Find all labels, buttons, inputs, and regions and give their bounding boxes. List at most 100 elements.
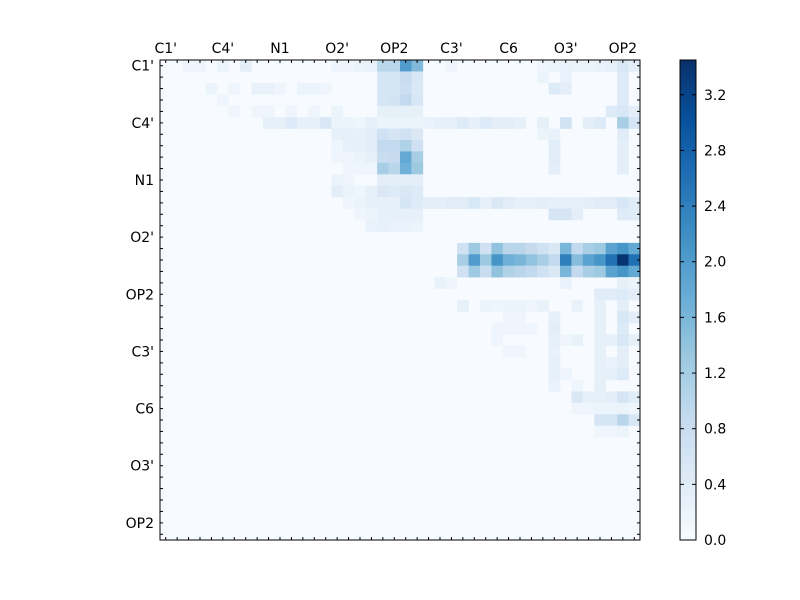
heatmap-cell (617, 311, 629, 324)
x-tick-label: N1 (270, 41, 289, 57)
heatmap-cell (571, 197, 584, 209)
heatmap-cell (560, 71, 572, 84)
heatmap-cell (571, 265, 584, 278)
heatmap-cell (502, 345, 515, 358)
heatmap-cell (331, 117, 344, 129)
heatmap-cell (571, 208, 584, 221)
heatmap-cell (388, 71, 401, 84)
heatmap-cell (605, 254, 618, 267)
heatmap-cell (491, 265, 504, 278)
heatmap-cell (251, 82, 264, 95)
heatmap-cell (331, 140, 344, 152)
heatmap-cell (594, 60, 607, 72)
heatmap-cell (377, 105, 389, 118)
heatmap-cell (502, 197, 515, 209)
heatmap-cell (354, 185, 367, 198)
heatmap-cell (297, 82, 309, 95)
heatmap-cell (548, 334, 561, 347)
heatmap-cell (411, 82, 424, 95)
y-tick-label: O3' (130, 459, 154, 475)
heatmap-cell (377, 71, 389, 84)
x-tick-label: OP2 (380, 41, 408, 57)
plot-border (159, 59, 641, 541)
heatmap-cell (445, 197, 458, 209)
colorbar-tick-label: 1.6 (704, 310, 726, 326)
heatmap-cell (582, 117, 595, 129)
heatmap-cell (560, 277, 572, 289)
heatmap-cell (617, 82, 629, 95)
heatmap-cell (548, 357, 561, 369)
heatmap-cell (468, 265, 481, 278)
heatmap-cell (342, 60, 355, 72)
heatmap-cell (594, 242, 607, 255)
heatmap-cell (628, 197, 641, 209)
heatmap-cell (365, 208, 378, 221)
heatmap-cell (525, 265, 538, 278)
heatmap-cell (594, 311, 607, 324)
heatmap-cell (320, 82, 332, 95)
heatmap-cell (342, 117, 355, 129)
heatmap-cell (377, 197, 389, 209)
heatmap-cell (354, 60, 367, 72)
colorbar-gradient (679, 59, 697, 541)
x-tick-label: O2' (325, 41, 349, 57)
heatmap-cell (320, 117, 332, 129)
heatmap-cell (571, 254, 584, 267)
heatmap-cell (548, 208, 561, 221)
colorbar-tick-label: 2.4 (704, 199, 726, 215)
heatmap-cell (377, 140, 389, 152)
heatmap-cell (514, 117, 527, 129)
heatmap-cell (308, 117, 321, 129)
heatmap-cell (582, 265, 595, 278)
heatmap-cell (411, 197, 424, 209)
heatmap-cell (548, 128, 561, 141)
heatmap-cell (548, 322, 561, 335)
heatmap-cell (377, 128, 389, 141)
x-tick-label: C3' (440, 41, 463, 57)
heatmap-cell (548, 151, 561, 164)
heatmap-cell (354, 117, 367, 129)
heatmap-cell (628, 391, 641, 404)
heatmap-cell (457, 254, 469, 267)
heatmap-cell (628, 265, 641, 278)
heatmap-cell (377, 82, 389, 95)
heatmap-cell (365, 140, 378, 152)
heatmap-cell (605, 368, 618, 381)
heatmap-cell (605, 357, 618, 369)
heatmap-cell (525, 197, 538, 209)
heatmap-cell (537, 265, 549, 278)
heatmap-cell (617, 254, 629, 267)
heatmap-cell (400, 117, 412, 129)
heatmap-cell (308, 82, 321, 95)
heatmap-cell (628, 402, 641, 415)
heatmap-cell (628, 208, 641, 221)
heatmap-cell (617, 414, 629, 427)
heatmap-cell (514, 300, 527, 312)
y-tick-label: C6 (135, 402, 154, 418)
heatmap-cell (560, 197, 572, 209)
heatmap-cell (331, 128, 344, 141)
heatmap-cell (354, 197, 367, 209)
heatmap-cell (354, 151, 367, 164)
heatmap-cell (434, 117, 447, 129)
heatmap-cell (560, 242, 572, 255)
heatmap-cell (411, 220, 424, 232)
heatmap-cell (411, 151, 424, 164)
heatmap-cell (617, 140, 629, 152)
heatmap-cell (365, 185, 378, 198)
heatmap-cell (388, 105, 401, 118)
heatmap-cell (514, 265, 527, 278)
heatmap-cell (594, 402, 607, 415)
heatmap-cell (548, 162, 561, 175)
heatmap-cell (342, 140, 355, 152)
heatmap-cell (605, 288, 618, 301)
heatmap-cell (262, 82, 275, 95)
heatmap-cell (342, 174, 355, 187)
y-tick-label: O2' (130, 230, 154, 246)
heatmap-cell (228, 82, 241, 95)
heatmap-cell (365, 220, 378, 232)
heatmap-cell (331, 185, 344, 198)
heatmap-cell (502, 311, 515, 324)
heatmap-cell (342, 162, 355, 175)
